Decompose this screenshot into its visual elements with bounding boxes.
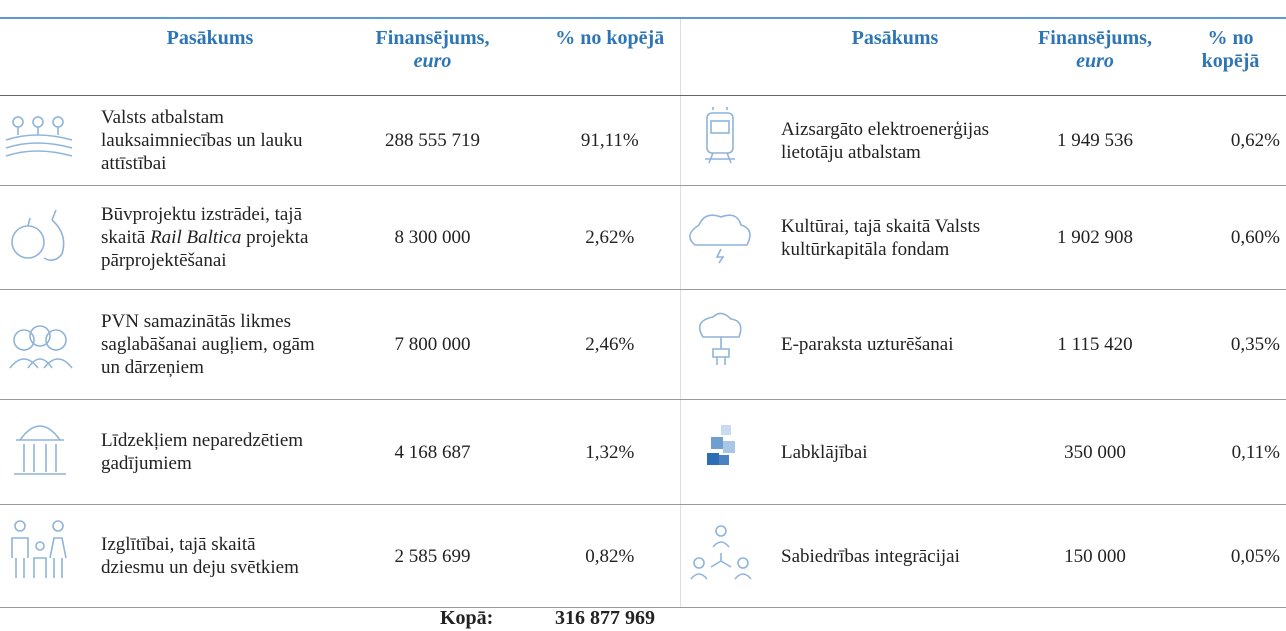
row-icon bbox=[679, 185, 775, 290]
text-part: Būvprojektu izstrādei, tajā skaitā bbox=[101, 204, 303, 248]
row-name: Aizsargāto elektroenerģijas lietotāju at… bbox=[775, 95, 1015, 186]
row-name: PVN samazinātās likmes saglabāšanai augļ… bbox=[95, 289, 325, 400]
row-share: 0,35% bbox=[1175, 289, 1286, 400]
row-name: Kultūrai, tajā skaitā Valsts kultūrkapit… bbox=[775, 185, 1015, 290]
header-icon-spacer bbox=[679, 19, 775, 96]
total-value: 316 877 969 bbox=[555, 607, 655, 629]
row-icon bbox=[679, 399, 775, 505]
row-share: 0,82% bbox=[540, 504, 680, 608]
icon bbox=[706, 425, 735, 465]
row-name: Līdzekļiem neparedzētiem gadījumiem bbox=[95, 399, 325, 505]
table-row: Būvprojektu izstrādei, tajā skaitā Rail … bbox=[0, 185, 1286, 290]
row-amount: 4 168 687 bbox=[325, 399, 540, 505]
funding-table: Pasākums Finansējums, euro% no kopējā Pasāk… bbox=[0, 19, 1286, 608]
row-icon bbox=[679, 95, 775, 186]
row-name: Būvprojektu izstrādei, tajā skaitā Rail … bbox=[95, 185, 325, 290]
icon bbox=[5, 115, 73, 157]
table-row: Valsts atbalstam lauksaimniecības un lau… bbox=[0, 95, 1286, 186]
header-amount-unit: euro bbox=[1076, 50, 1114, 72]
header-amount-unit: euro bbox=[413, 50, 452, 72]
row-share: 2,62% bbox=[540, 185, 680, 290]
table-row: Izglītībai, tajā skaitā dziesmu un deju … bbox=[0, 504, 1286, 608]
row-icon bbox=[0, 289, 95, 400]
row-icon bbox=[0, 95, 95, 186]
header-share: % no kopējā bbox=[1175, 19, 1286, 96]
row-icon bbox=[0, 399, 95, 505]
row-share: 91,11% bbox=[540, 95, 680, 186]
row-icon bbox=[679, 289, 775, 400]
row-icon bbox=[0, 504, 95, 608]
row-name: Izglītībai, tajā skaitā dziesmu un deju … bbox=[95, 504, 325, 608]
icon bbox=[704, 106, 735, 163]
row-amount: 1 115 420 bbox=[1015, 289, 1175, 400]
header-amount-main: Finansējums, bbox=[375, 27, 490, 49]
row-share: 1,32% bbox=[540, 399, 680, 505]
icon bbox=[11, 209, 65, 261]
row-share: 0,05% bbox=[1175, 504, 1286, 608]
row-icon bbox=[679, 504, 775, 608]
icon bbox=[11, 520, 67, 578]
top-rule bbox=[0, 17, 1286, 19]
row-name: Sabiedrības integrācijai bbox=[775, 504, 1015, 608]
header-icon-spacer bbox=[0, 19, 95, 96]
row-amount: 8 300 000 bbox=[325, 185, 540, 290]
row-name: Labklājībai bbox=[775, 399, 1015, 505]
header-amount: Finansējums, euro bbox=[1015, 19, 1175, 96]
text-part: Rail Baltica bbox=[150, 227, 242, 248]
row-share: 0,60% bbox=[1175, 185, 1286, 290]
row-amount: 1 949 536 bbox=[1015, 95, 1175, 186]
row-amount: 2 585 699 bbox=[325, 504, 540, 608]
row-share: 0,11% bbox=[1175, 399, 1286, 505]
row-amount: 1 902 908 bbox=[1015, 185, 1175, 290]
text-part: projekta pārprojektēšanai bbox=[101, 227, 309, 271]
header-name: Pasākums bbox=[775, 19, 1015, 96]
icon bbox=[14, 425, 66, 475]
header-amount: Finansējums, euro bbox=[325, 19, 540, 96]
icon bbox=[698, 312, 742, 365]
row-share: 0,62% bbox=[1175, 95, 1286, 186]
row-amount: 288 555 719 bbox=[325, 95, 540, 186]
icon bbox=[9, 324, 73, 368]
header-amount-main: Finansējums, bbox=[1038, 27, 1152, 49]
total-label: Kopā: bbox=[440, 607, 494, 629]
row-icon bbox=[0, 185, 95, 290]
icon bbox=[688, 213, 751, 263]
icon bbox=[689, 525, 752, 580]
header-name: Pasākums bbox=[95, 19, 325, 96]
table-row: Līdzekļiem neparedzētiem gadījumiem 4 168… bbox=[0, 399, 1286, 505]
row-amount: 150 000 bbox=[1015, 504, 1175, 608]
row-name: Valsts atbalstam lauksaimniecības un lau… bbox=[95, 95, 325, 186]
header-share: % no kopējā bbox=[540, 19, 680, 96]
row-amount: 350 000 bbox=[1015, 399, 1175, 505]
row-amount: 7 800 000 bbox=[325, 289, 540, 400]
row-share: 2,46% bbox=[540, 289, 680, 400]
row-name: E-paraksta uzturēšanai bbox=[775, 289, 1015, 400]
header-row: Pasākums Finansējums, euro% no kopējā Pasāk… bbox=[0, 19, 1286, 96]
table-row: PVN samazinātās likmes saglabāšanai augļ… bbox=[0, 289, 1286, 400]
